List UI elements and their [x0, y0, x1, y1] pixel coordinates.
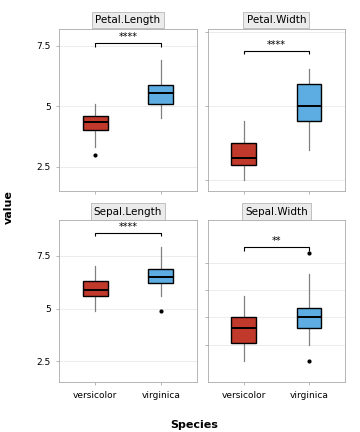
Bar: [148, 269, 173, 283]
Bar: [83, 281, 108, 296]
Bar: [83, 116, 108, 130]
Text: value: value: [4, 191, 14, 224]
Text: **: **: [271, 236, 281, 246]
Bar: [231, 318, 256, 343]
Title: Sepal.Width: Sepal.Width: [245, 206, 308, 216]
Bar: [148, 85, 173, 104]
Text: ****: ****: [267, 40, 286, 50]
Bar: [231, 143, 256, 165]
Title: Sepal.Length: Sepal.Length: [94, 206, 162, 216]
Bar: [297, 84, 321, 121]
Title: Petal.Length: Petal.Length: [95, 15, 161, 25]
Bar: [297, 308, 321, 328]
Text: Species: Species: [171, 420, 218, 430]
Text: ****: ****: [118, 222, 138, 232]
Title: Petal.Width: Petal.Width: [247, 15, 306, 25]
Text: ****: ****: [118, 32, 138, 42]
